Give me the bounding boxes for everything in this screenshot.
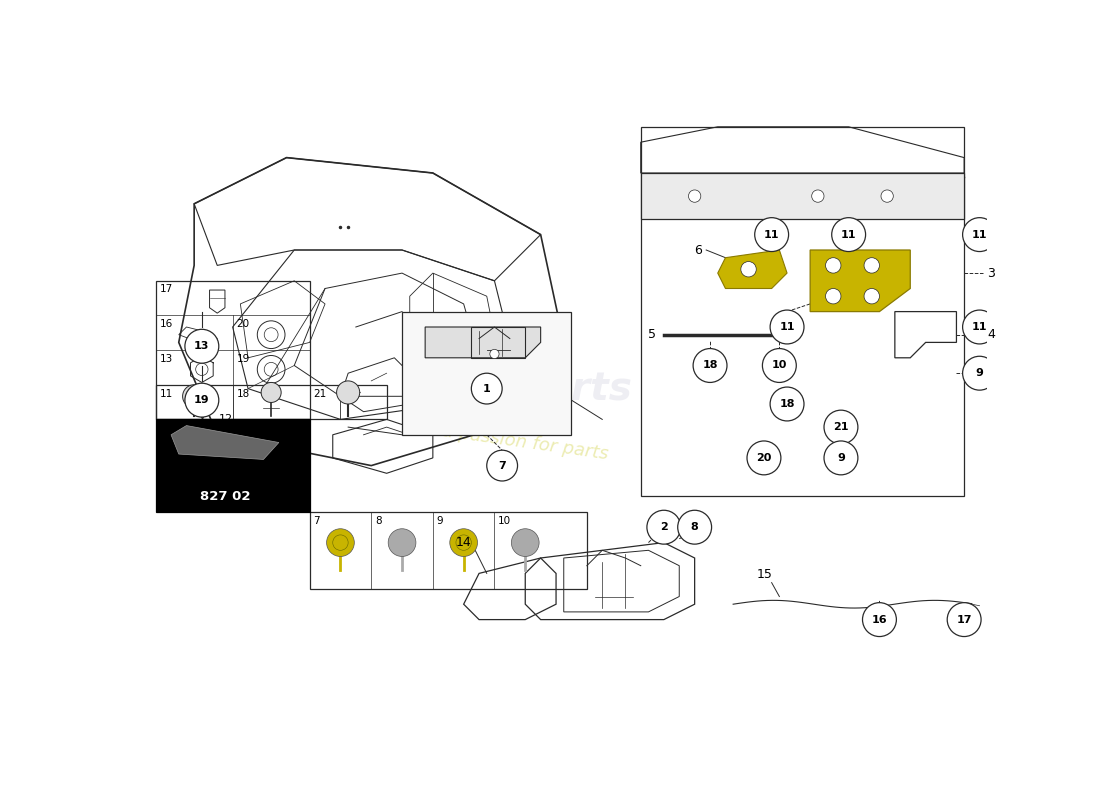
Circle shape (647, 510, 681, 544)
Text: 18: 18 (702, 361, 718, 370)
Polygon shape (717, 250, 786, 289)
Bar (156, 385, 387, 419)
Text: 13: 13 (160, 354, 173, 364)
Circle shape (185, 383, 219, 417)
Circle shape (471, 373, 502, 404)
Circle shape (864, 289, 880, 304)
Text: 16: 16 (871, 614, 888, 625)
Polygon shape (425, 327, 541, 358)
Text: 11: 11 (971, 230, 988, 240)
Circle shape (183, 385, 206, 408)
Circle shape (825, 289, 840, 304)
Polygon shape (640, 173, 964, 219)
Text: 5: 5 (648, 328, 656, 341)
Text: 10: 10 (772, 361, 786, 370)
Polygon shape (810, 250, 910, 311)
Text: 4: 4 (987, 328, 996, 341)
Text: 18: 18 (236, 389, 250, 398)
Text: 13: 13 (195, 342, 209, 351)
Circle shape (678, 510, 712, 544)
Circle shape (864, 258, 880, 273)
Text: 9: 9 (837, 453, 845, 463)
Text: 11: 11 (840, 230, 857, 240)
Text: 2: 2 (660, 522, 668, 532)
Text: 14: 14 (455, 536, 471, 549)
Circle shape (747, 441, 781, 475)
Text: 827 02: 827 02 (200, 490, 250, 503)
Text: 7: 7 (498, 461, 506, 470)
Circle shape (185, 330, 219, 363)
Circle shape (261, 382, 282, 402)
Circle shape (824, 410, 858, 444)
Bar (156, 419, 310, 512)
Circle shape (689, 190, 701, 202)
Circle shape (962, 356, 997, 390)
Bar (156, 281, 310, 419)
Text: 8: 8 (691, 522, 698, 532)
Text: 9: 9 (437, 516, 443, 526)
Text: 9: 9 (976, 368, 983, 378)
Text: 11: 11 (971, 322, 988, 332)
Text: 1: 1 (483, 383, 491, 394)
Circle shape (832, 218, 866, 251)
Circle shape (512, 529, 539, 557)
Bar (310, 512, 586, 589)
Text: 8: 8 (375, 516, 382, 526)
Circle shape (824, 441, 858, 475)
Circle shape (962, 218, 997, 251)
Circle shape (770, 387, 804, 421)
Text: 17: 17 (160, 284, 173, 294)
Text: 16: 16 (160, 319, 173, 330)
Bar (640, 126, 964, 496)
Text: 12: 12 (219, 414, 233, 424)
Circle shape (486, 450, 517, 481)
Circle shape (862, 602, 896, 637)
Text: 15: 15 (757, 568, 772, 581)
Text: 10: 10 (498, 516, 512, 526)
Bar (402, 312, 572, 435)
Circle shape (812, 190, 824, 202)
Text: 19: 19 (194, 395, 210, 405)
Text: 21: 21 (833, 422, 849, 432)
Text: 19: 19 (236, 354, 250, 364)
Circle shape (755, 218, 789, 251)
Circle shape (388, 529, 416, 557)
Circle shape (825, 258, 840, 273)
Circle shape (962, 310, 997, 344)
Circle shape (947, 602, 981, 637)
Text: 11: 11 (160, 389, 173, 398)
Circle shape (881, 190, 893, 202)
Circle shape (337, 381, 360, 404)
Text: 21: 21 (314, 389, 327, 398)
Text: 11: 11 (763, 230, 780, 240)
Text: 3: 3 (987, 266, 996, 280)
Polygon shape (172, 426, 279, 459)
Circle shape (762, 349, 796, 382)
Circle shape (740, 262, 757, 277)
Text: 17: 17 (956, 614, 972, 625)
Text: 11: 11 (779, 322, 795, 332)
Text: 20: 20 (757, 453, 771, 463)
Text: europarts: europarts (418, 370, 632, 407)
Text: 18: 18 (779, 399, 795, 409)
Circle shape (693, 349, 727, 382)
Text: 20: 20 (236, 319, 250, 330)
Text: 6: 6 (694, 243, 702, 257)
Text: a passion for parts: a passion for parts (441, 422, 609, 463)
Circle shape (327, 529, 354, 557)
Circle shape (450, 529, 477, 557)
Circle shape (490, 350, 499, 358)
Circle shape (770, 310, 804, 344)
Text: 7: 7 (314, 516, 320, 526)
